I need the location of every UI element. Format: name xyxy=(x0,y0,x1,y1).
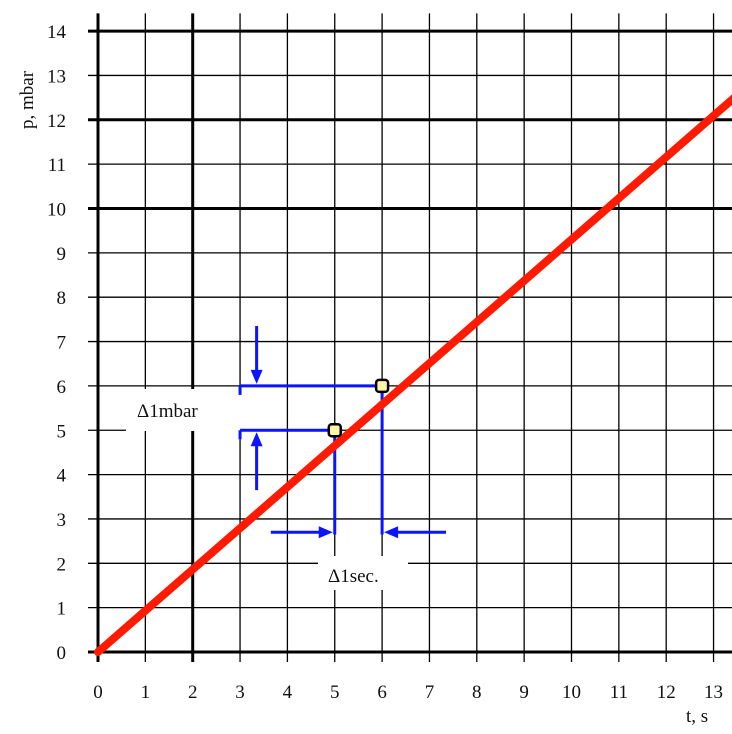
y-tick-label: 8 xyxy=(57,288,67,309)
tick-labels: 0123456789101112131401234567891011121314 xyxy=(47,22,723,703)
y-axis-title: p, mbar xyxy=(17,70,38,129)
delta-annotations: Δ1mbar Δ1sec. xyxy=(126,326,447,590)
x-tick-label: 7 xyxy=(425,682,435,703)
y-tick-label: 3 xyxy=(57,510,67,531)
series-line xyxy=(94,94,732,656)
x-tick-label: 3 xyxy=(235,682,245,703)
y-tick-label: 9 xyxy=(57,244,67,265)
x-axis-title: t, s xyxy=(686,706,708,727)
pressure-label-box xyxy=(126,389,242,431)
time-label-box xyxy=(318,556,408,590)
time-arrow-left-head xyxy=(318,526,333,539)
x-tick-label: 0 xyxy=(93,682,103,703)
markers xyxy=(327,378,390,438)
x-tick-label: 13 xyxy=(704,682,723,703)
x-tick-label: 4 xyxy=(283,682,293,703)
y-tick-label: 14 xyxy=(47,22,67,43)
y-tick-label: 5 xyxy=(57,421,67,442)
y-tick-label: 13 xyxy=(47,66,66,87)
y-tick-label: 6 xyxy=(57,377,67,398)
x-tick-label: 9 xyxy=(519,682,529,703)
x-tick-label: 8 xyxy=(472,682,482,703)
time-arrow-right-head xyxy=(384,526,399,539)
grid xyxy=(88,13,732,662)
x-tick-label: 6 xyxy=(377,682,387,703)
series xyxy=(94,94,732,656)
y-tick-label: 12 xyxy=(47,111,66,132)
x-tick-label: 11 xyxy=(610,682,628,703)
y-tick-label: 4 xyxy=(57,466,67,487)
y-tick-label: 1 xyxy=(57,599,67,620)
x-tick-label: 1 xyxy=(141,682,151,703)
x-tick-label: 2 xyxy=(188,682,198,703)
data-point-marker xyxy=(327,423,342,438)
y-tick-label: 10 xyxy=(47,200,66,221)
pressure-delta-label: Δ1mbar xyxy=(137,401,198,422)
y-tick-label: 7 xyxy=(57,333,67,354)
pressure-arrow-top-head xyxy=(250,369,263,384)
time-delta-label: Δ1sec. xyxy=(328,566,379,587)
x-tick-label: 5 xyxy=(330,682,340,703)
y-tick-label: 2 xyxy=(57,554,67,575)
pressure-arrow-bottom-head xyxy=(250,432,263,447)
y-tick-label: 11 xyxy=(48,155,66,176)
data-point-marker xyxy=(374,378,390,394)
x-tick-label: 10 xyxy=(562,682,581,703)
x-tick-label: 12 xyxy=(657,682,676,703)
y-tick-label: 0 xyxy=(57,643,67,664)
